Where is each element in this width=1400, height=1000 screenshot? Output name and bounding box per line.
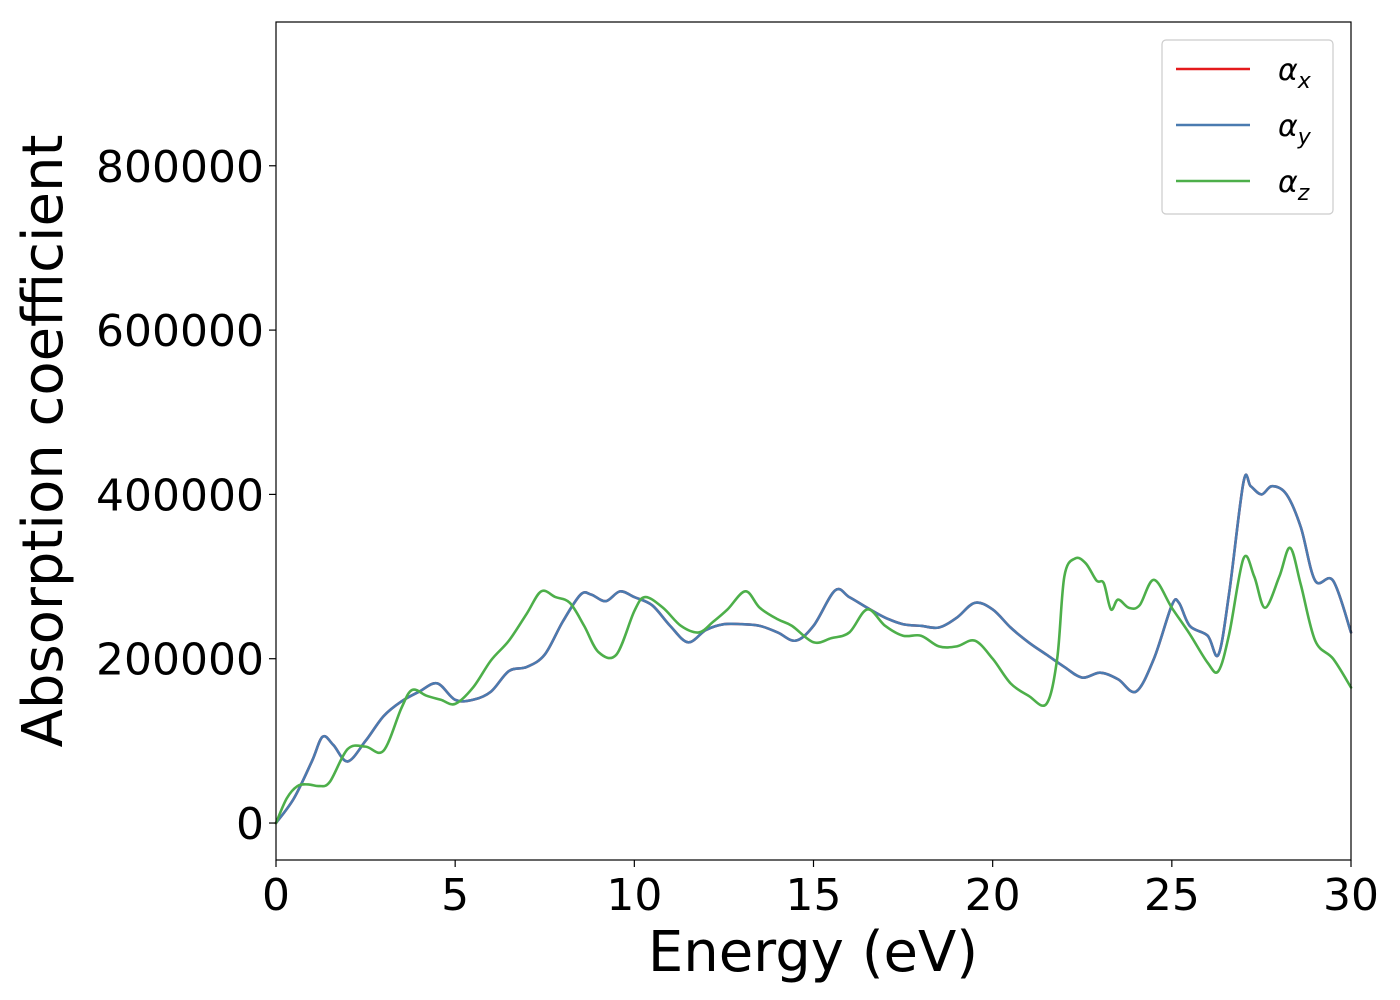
legend-label-z: αz xyxy=(1278,165,1310,206)
series-layer xyxy=(274,473,1353,825)
legend-label-y: αy xyxy=(1278,109,1312,150)
x-tick-label: 5 xyxy=(441,870,469,921)
y-tick-label: 400000 xyxy=(96,470,264,521)
y-axis-ticks: 0 200000 400000 600000 800000 xyxy=(96,142,276,850)
legend: αx αy αz xyxy=(1161,39,1334,215)
series-line-z xyxy=(274,546,1353,825)
x-tick-label: 30 xyxy=(1323,870,1379,921)
x-tick-label: 15 xyxy=(786,870,842,921)
y-axis-label: Absorption coefficient xyxy=(11,135,76,748)
x-axis-label: Energy (eV) xyxy=(648,920,978,985)
y-tick-label: 800000 xyxy=(96,142,264,193)
series-line-y xyxy=(274,473,1353,825)
legend-box xyxy=(1161,39,1334,215)
legend-label-x: αx xyxy=(1278,53,1312,94)
y-tick-label: 0 xyxy=(236,799,264,850)
x-tick-label: 20 xyxy=(965,870,1021,921)
y-tick-label: 600000 xyxy=(96,306,264,357)
x-tick-label: 10 xyxy=(606,870,662,921)
x-axis-ticks: 0 5 10 15 20 25 30 xyxy=(262,860,1379,921)
y-tick-label: 200000 xyxy=(96,635,264,686)
x-tick-label: 25 xyxy=(1144,870,1200,921)
x-tick-label: 0 xyxy=(262,870,290,921)
